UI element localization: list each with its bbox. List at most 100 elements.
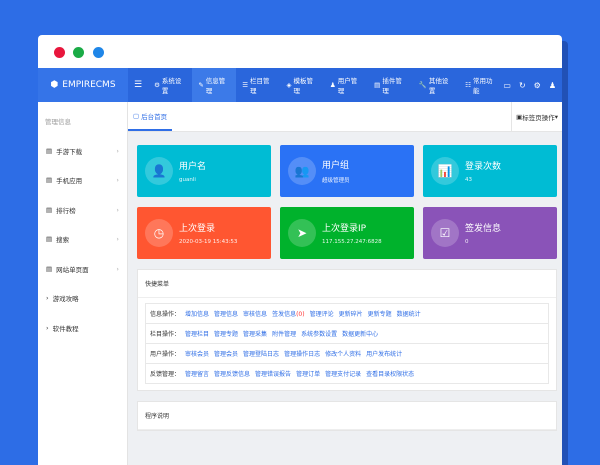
monitor-icon[interactable]: ▭ [503,80,511,90]
menu-toggle-icon[interactable]: ☰ [134,80,143,90]
maximize-dot[interactable] [93,47,104,58]
link-text: 系统参数设置 [301,331,338,338]
link-text: 管理评论 [309,311,334,318]
quick-link[interactable]: 审核信息 [243,309,267,318]
gear-icon[interactable]: ⚙ [533,80,541,90]
quick-link[interactable]: 用户发布统计 [366,349,402,358]
sidebar-item-3[interactable]: ▤ 搜索 › [38,225,127,255]
sidebar-item-4[interactable]: ▤ 网站单页面 › [38,254,127,284]
link-text: 管理栏目 [185,331,210,338]
close-dot[interactable] [54,47,65,58]
quick-link[interactable]: 签发信息(0) [272,309,305,318]
quick-link[interactable]: 查看目录权限状态 [366,369,414,378]
list-icon: ☰ [242,81,249,89]
file-icon: ▤ [46,264,53,273]
row-label: 信息操作： [150,311,181,318]
card-title: 签发信息 [465,224,502,234]
minimize-dot[interactable] [73,47,84,58]
nav-item-6[interactable]: 🔧 其他设置 [413,68,459,102]
quick-link[interactable]: 管理会员 [214,349,238,358]
card-icon: ☑ [431,219,459,247]
stat-card: 👤 用户名 guanli [137,145,271,197]
link-text: 附件管理 [272,331,297,338]
edit-icon: ✎ [198,81,204,89]
quick-link[interactable]: 管理信息 [214,309,238,318]
stat-card: ☑ 签发信息 0 [423,207,557,259]
nav-item-0[interactable]: ⚙ 系统设置 [148,68,192,102]
quick-link[interactable]: 管理订单 [296,369,320,378]
quick-link[interactable]: 管理登陆日志 [243,349,279,358]
nav-item-7[interactable]: ☷ 常用功能 [459,68,503,102]
row-label: 栏目操作： [150,331,181,338]
stat-card: ➤ 上次登录IP 117.155.27.247:6828 [280,207,414,259]
card-value: 43 [465,177,472,183]
tab-home[interactable]: ▢ 后台首页 [128,102,173,131]
link-text: 审核会员 [185,351,210,358]
nav-item-4[interactable]: ♟ 用户管理 [324,68,368,102]
link-text: 数据统计 [396,311,421,318]
stat-card: 👥 用户组 超级管理员 [280,145,414,197]
quick-link[interactable]: 管理评论 [310,309,334,318]
link-text: 数据更新中心 [342,331,379,338]
nav-item-2[interactable]: ☰ 栏目管理 [236,68,280,102]
stat-cards: 👤 用户名 guanli 👥 用户组 超级管理员 📊 登录次数 43 ◷ 上次登录 2020-03-1… [128,132,562,259]
quick-link[interactable]: 管理专题 [214,329,238,338]
quick-link[interactable]: 管理反馈信息 [214,369,250,378]
quick-row: 反馈管理： 管理留言 管理反馈信息 管理错误报告 管理订单 管理支付记录 查看目录权限状态 [145,363,549,384]
link-text: 管理留言 [185,371,210,378]
nav-item-1[interactable]: ✎ 信息管理 [192,68,237,102]
user-icon[interactable]: ♟ [548,80,556,90]
quick-link[interactable]: 更新碎片 [339,309,363,318]
panel-title: 快捷菜单 [138,270,556,298]
card-title: 用户组 [322,161,350,171]
quick-link[interactable]: 管理留言 [185,369,209,378]
quick-link[interactable]: 管理采集 [243,329,267,338]
sidebar-item-0[interactable]: ▤ 手游下载 › [38,136,127,166]
file-icon: ▤ [46,235,53,244]
card-icon: 📊 [431,157,459,185]
logo[interactable]: ⬢ EMPIRECMS [38,68,128,102]
quick-link[interactable]: 增加信息 [185,309,209,318]
quick-link[interactable]: 管理错误报告 [255,369,291,378]
sidebar-item-label: 游戏攻略 [52,295,79,304]
quick-link[interactable]: 系统参数设置 [301,329,337,338]
card-value: 0 [465,239,469,245]
card-value: 2020-03-19 15:43:53 [179,239,238,245]
quick-row: 栏目操作： 管理栏目 管理专题 管理采集 附件管理 系统参数设置 数据更新中心 [145,323,549,344]
sidebar: 管理信息 ▤ 手游下载 › ▤ 手机应用 › ▤ 排行榜 › ▤ 搜索 › ▤ 网站单页面 › › 游戏攻略 › 软… [38,102,128,465]
chevron-right-icon: › [46,323,49,332]
card-title: 用户名 [179,162,207,172]
gear-icon: ⚙ [154,81,160,89]
sidebar-item-2[interactable]: ▤ 排行榜 › [38,195,127,225]
quick-link[interactable]: 附件管理 [272,329,296,338]
link-text: 管理信息 [214,311,239,318]
chevron-right-icon: › [46,294,49,303]
top-nav: ☰ ⚙ 系统设置 ✎ 信息管理 ☰ 栏目管理 ◈ 模板管理 ♟ 用户管理 ▤ 插件管理 🔧 其他设置 ☷ 常用… [128,68,562,102]
nav-item-3[interactable]: ◈ 模板管理 [280,68,323,102]
quick-link[interactable]: 数据更新中心 [342,329,378,338]
card-title: 上次登录IP [322,224,367,234]
link-text: 管理采集 [243,331,268,338]
sidebar-item-5[interactable]: › 游戏攻略 [38,284,127,314]
nav-item-5[interactable]: ▤ 插件管理 [368,68,413,102]
quick-link[interactable]: 管理支付记录 [325,369,361,378]
quick-link[interactable]: 审核会员 [185,349,209,358]
sidebar-item-1[interactable]: ▤ 手机应用 › [38,166,127,196]
quick-link[interactable]: 数据统计 [397,309,421,318]
file-icon: ▤ [46,205,53,214]
link-text: 修改个人资料 [325,351,362,358]
link-text: 增加信息 [185,311,210,318]
quick-link[interactable]: 修改个人资料 [325,349,361,358]
nav-label: 信息管理 [205,77,226,95]
tab-operations-dropdown[interactable]: ▣ 标签页操作 ▾ [511,102,562,131]
quick-link[interactable]: 更新专题 [368,309,392,318]
stat-card: 📊 登录次数 43 [423,145,557,197]
sidebar-item-label: 软件教程 [52,324,79,333]
link-text: 管理登陆日志 [243,351,280,358]
sidebar-item-6[interactable]: › 软件教程 [38,313,127,343]
quick-link[interactable]: 管理操作日志 [284,349,320,358]
quick-link[interactable]: 管理栏目 [185,329,209,338]
stat-card: ◷ 上次登录 2020-03-19 15:43:53 [137,207,271,259]
refresh-icon[interactable]: ↻ [518,80,526,90]
chevron-right-icon: › [116,176,119,185]
